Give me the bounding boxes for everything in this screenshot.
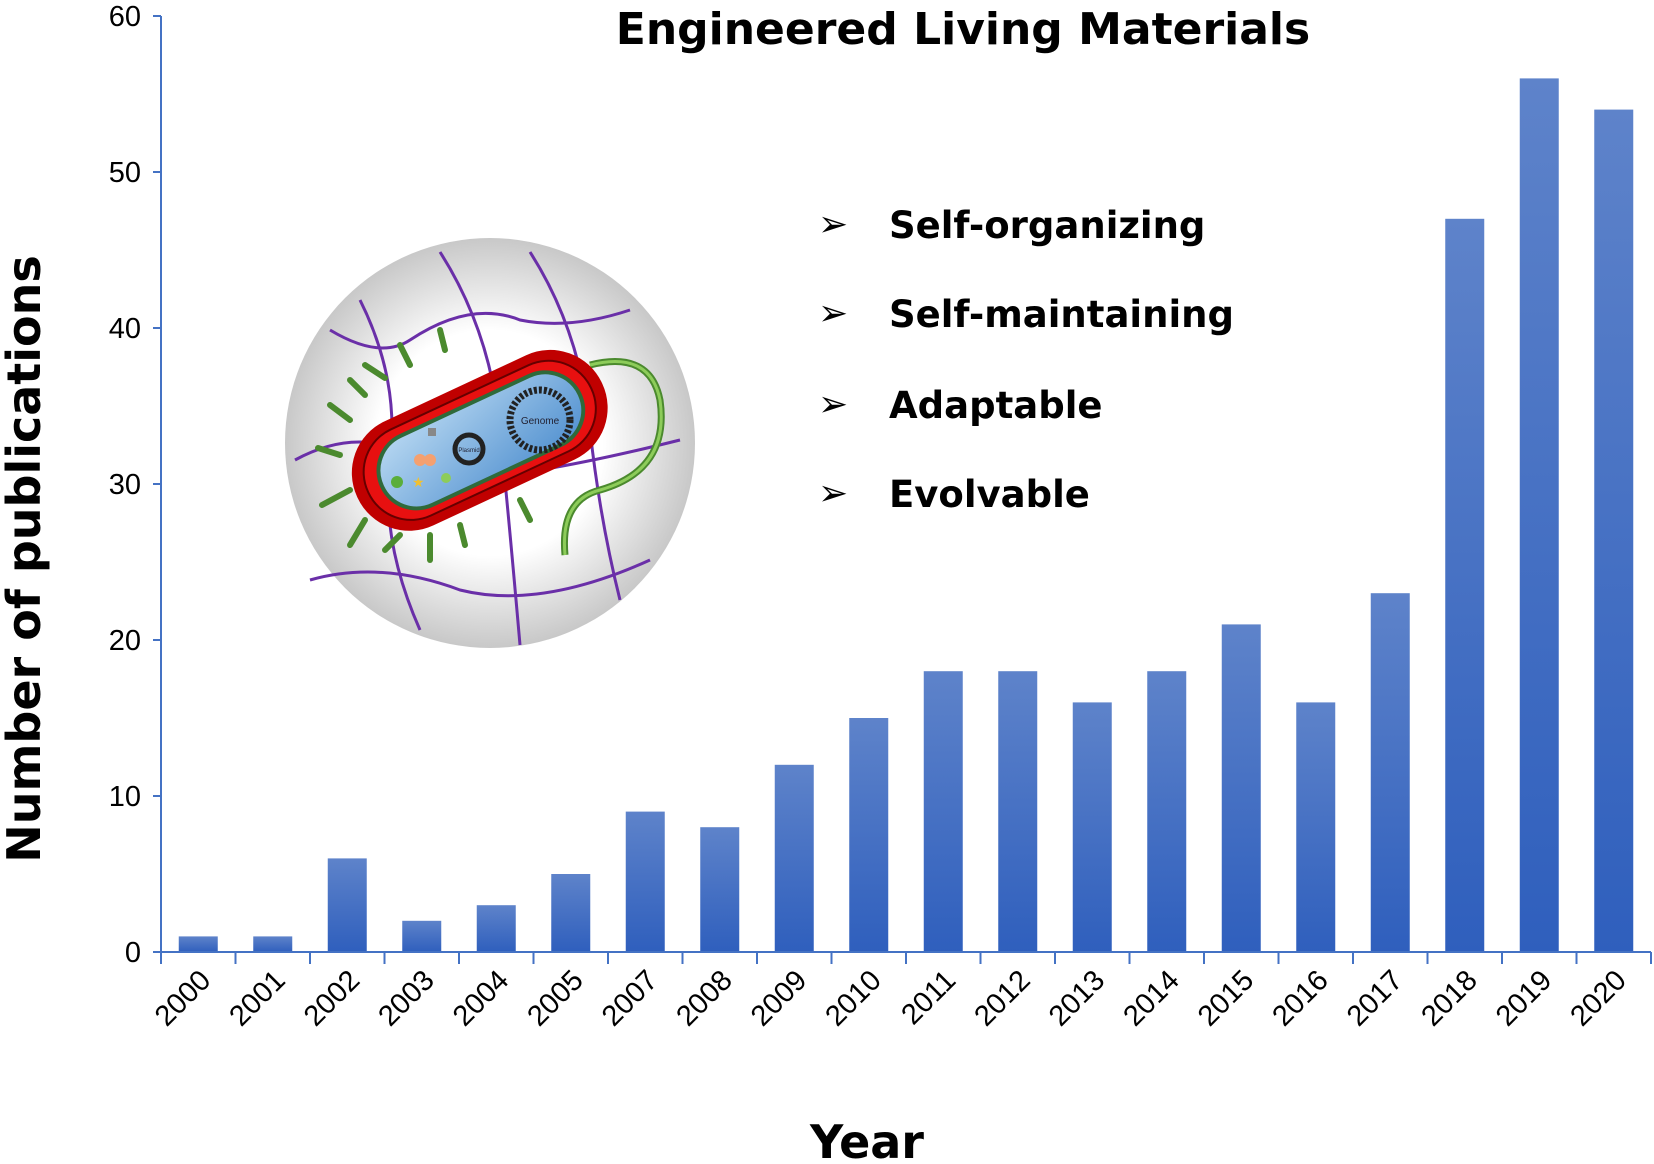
x-tick-label: 2003: [372, 964, 440, 1032]
y-tick-label: 50: [109, 157, 141, 189]
genome-label: Genome: [521, 416, 560, 427]
bar-2000: [178, 936, 218, 952]
x-tick-label: 2017: [1341, 964, 1409, 1032]
bar-2002: [327, 858, 367, 952]
plasmid-label: Plasmid: [458, 448, 479, 454]
x-tick-label: 2015: [1192, 964, 1260, 1032]
x-tick-label: 2018: [1415, 964, 1483, 1032]
bar-2012: [998, 671, 1038, 952]
y-tick-label: 0: [125, 937, 141, 969]
x-tick-label: 2020: [1564, 964, 1632, 1032]
x-tick-label: 2011: [895, 964, 962, 1031]
x-tick-label: 2013: [1043, 964, 1111, 1032]
bar-2013: [1072, 702, 1112, 952]
x-tick-label: 2014: [1117, 964, 1185, 1032]
feature-evolvable: Evolvable: [889, 473, 1090, 516]
bar-2003: [402, 920, 442, 952]
bar-2020: [1594, 109, 1634, 953]
bar-2014: [1147, 671, 1187, 952]
x-tick-label: 2019: [1490, 964, 1558, 1032]
x-tick-label: 2012: [968, 964, 1036, 1032]
x-tick-label: 2007: [596, 964, 664, 1032]
y-tick-label: 30: [109, 469, 141, 501]
y-axis-label: Number of publications: [0, 255, 51, 863]
svg-text:★: ★: [412, 474, 425, 490]
bullet-arrow-icon: ➢: [818, 292, 848, 333]
feature-adaptable: Adaptable: [889, 384, 1103, 427]
x-tick-label: 2008: [670, 964, 738, 1032]
bar-2004: [476, 905, 516, 952]
bullet-arrow-icon: ➢: [818, 472, 848, 513]
bullet-arrow-icon: ➢: [818, 383, 848, 424]
x-tick-label: 2009: [745, 964, 813, 1032]
bacterium-in-hydrogel-illustration: Genome Plasmid ★: [285, 238, 695, 648]
x-tick-label: 2016: [1266, 964, 1334, 1032]
chart-title: Engineered Living Materials: [616, 4, 1310, 55]
bar-2009: [774, 764, 814, 952]
bullet-arrow-icon: ➢: [818, 203, 848, 244]
feature-self-organizing: Self-organizing: [889, 204, 1205, 247]
bar-2007: [625, 811, 665, 952]
x-tick-label: 2005: [521, 964, 589, 1032]
bar-2016: [1296, 702, 1336, 952]
bar-2008: [700, 827, 740, 952]
x-tick-label: 2010: [819, 964, 887, 1032]
x-tick-label: 2004: [447, 964, 515, 1032]
bar-2015: [1221, 624, 1261, 952]
y-tick-label: 60: [109, 1, 141, 33]
x-tick-label: 2000: [149, 964, 217, 1032]
bar-2011: [923, 671, 963, 952]
x-tick-label: 2001: [223, 964, 291, 1032]
bar-2018: [1445, 218, 1485, 953]
y-tick-label: 20: [109, 625, 141, 657]
x-axis-label: Year: [809, 1115, 924, 1164]
feature-list: ➢ Self-organizing ➢ Self-maintaining ➢ A…: [818, 203, 1234, 516]
bar-2001: [253, 936, 293, 952]
bar-2010: [849, 718, 889, 952]
feature-self-maintaining: Self-maintaining: [889, 293, 1234, 336]
y-tick-label: 10: [109, 781, 141, 813]
bar-2017: [1370, 593, 1410, 952]
y-tick-label: 40: [109, 313, 141, 345]
x-tick-label: 2002: [298, 964, 366, 1032]
bar-2005: [551, 874, 591, 952]
bar-2019: [1519, 78, 1559, 952]
